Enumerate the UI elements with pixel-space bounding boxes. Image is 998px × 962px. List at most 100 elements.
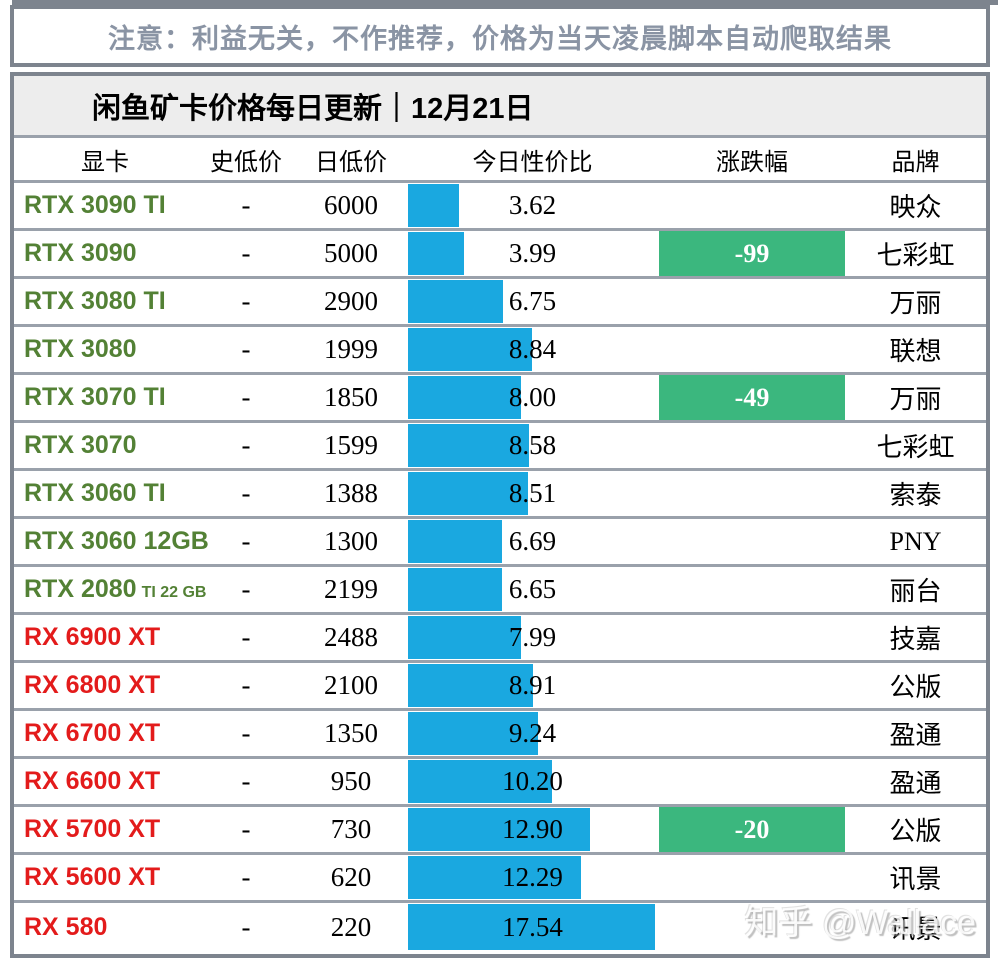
historical-low-cell: - (241, 814, 251, 844)
value-ratio-value: 12.29 (502, 862, 563, 892)
page-title: 闲鱼矿卡价格每日更新｜12月21日 (92, 92, 534, 125)
daily-low-cell: 1599 (324, 430, 378, 460)
gpu-name-cell: RTX 3070 (14, 423, 196, 468)
value-ratio-bar (408, 664, 533, 707)
historical-low-cell: - (241, 526, 251, 556)
daily-low-cell: 220 (330, 911, 372, 942)
change-cell (659, 567, 845, 612)
gpu-name-suffix: TI 22 GB (141, 583, 207, 601)
value-ratio-cell: 3.99 (406, 231, 659, 276)
value-ratio-value: 8.58 (508, 430, 557, 460)
change-badge: -49 (659, 375, 845, 420)
change-badge: -20 (659, 807, 845, 852)
value-ratio-cell: 8.51 (406, 471, 659, 516)
daily-low-cell: 2900 (324, 286, 378, 316)
daily-low-cell: 5000 (324, 238, 378, 268)
daily-low-cell: 1300 (324, 526, 378, 556)
change-cell (659, 279, 845, 324)
value-ratio-bar (408, 568, 502, 611)
table-row: RTX 3070 TI - 1850 8.00 -49 万丽 (14, 375, 986, 423)
table-title-bar: 闲鱼矿卡价格每日更新｜12月21日 (14, 76, 986, 138)
historical-low-cell: - (241, 911, 251, 942)
value-ratio-value: 6.75 (508, 286, 557, 316)
gpu-name: RTX 3080 (24, 335, 137, 363)
change-badge: -99 (659, 231, 845, 276)
table-row: RTX 3060 TI - 1388 8.51 索泰 (14, 471, 986, 519)
gpu-name: RTX 2080 (24, 575, 137, 603)
gpu-name: RX 6700 XT (24, 719, 161, 747)
value-ratio-bar (408, 616, 521, 659)
table-row: RX 6800 XT - 2100 8.91 公版 (14, 663, 986, 711)
column-header-historical-low: 史低价 (210, 149, 282, 176)
historical-low-cell: - (241, 670, 251, 700)
gpu-name: RX 6600 XT (24, 767, 161, 795)
change-cell (659, 519, 845, 564)
price-table-frame: 闲鱼矿卡价格每日更新｜12月21日 显卡 史低价 日低价 今日性价比 涨跌幅 品… (10, 72, 990, 958)
daily-low-cell: 1850 (324, 382, 378, 412)
value-ratio-value: 3.99 (508, 238, 557, 268)
table-row: RX 6900 XT - 2488 7.99 技嘉 (14, 615, 986, 663)
historical-low-cell: - (241, 574, 251, 604)
gpu-name: RTX 3080 TI (24, 287, 166, 315)
value-ratio-value: 12.90 (502, 814, 563, 844)
value-ratio-cell: 7.99 (406, 615, 659, 660)
table-row: RTX 3070 - 1599 8.58 七彩虹 (14, 423, 986, 471)
gpu-name-cell: RTX 3090 (14, 231, 196, 276)
table-row: RX 5600 XT - 620 12.29 讯景 (14, 855, 986, 903)
change-cell (659, 471, 845, 516)
daily-low-cell: 2199 (324, 574, 378, 604)
value-ratio-value: 7.99 (508, 622, 557, 652)
gpu-name-cell: RX 6700 XT (14, 711, 196, 756)
value-ratio-bar (408, 280, 503, 323)
value-ratio-value: 8.00 (508, 382, 557, 412)
change-cell (659, 903, 845, 951)
value-ratio-bar (408, 712, 538, 755)
historical-low-cell: - (241, 478, 251, 508)
brand-cell: 七彩虹 (876, 433, 955, 462)
value-ratio-bar (408, 232, 464, 275)
value-ratio-value: 8.91 (508, 670, 557, 700)
historical-low-cell: - (241, 190, 251, 220)
daily-low-cell: 2488 (324, 622, 378, 652)
historical-low-cell: - (241, 286, 251, 316)
value-ratio-bar (408, 328, 532, 371)
value-ratio-bar (408, 520, 502, 563)
brand-cell: 万丽 (889, 385, 942, 414)
brand-cell: 映众 (889, 193, 942, 222)
value-ratio-cell: 8.84 (406, 327, 659, 372)
value-ratio-value: 6.69 (508, 526, 557, 556)
brand-cell: 索泰 (889, 481, 942, 510)
gpu-name-cell: RTX 3060 12GB (14, 519, 209, 564)
notice-text: 注意：利益无关，不作推荐，价格为当天凌晨脚本自动爬取结果 (108, 23, 892, 54)
column-header-change: 涨跌幅 (716, 149, 788, 176)
historical-low-cell: - (241, 622, 251, 652)
change-cell (659, 183, 845, 228)
change-cell (659, 663, 845, 708)
value-ratio-cell: 9.24 (406, 711, 659, 756)
value-ratio-value: 3.62 (508, 190, 557, 220)
table-row: RX 5700 XT - 730 12.90 -20 公版 (14, 807, 986, 855)
value-ratio-bar (408, 376, 521, 419)
value-ratio-value: 17.54 (502, 911, 563, 942)
daily-low-cell: 1999 (324, 334, 378, 364)
brand-cell: 联想 (889, 337, 942, 366)
gpu-name: RTX 3070 TI (24, 383, 166, 411)
value-ratio-cell: 10.20 (406, 759, 659, 804)
gpu-name: RTX 3070 (24, 431, 137, 459)
brand-cell: 万丽 (889, 289, 942, 318)
gpu-name-cell: RX 6800 XT (14, 663, 196, 708)
table-row: RX 6600 XT - 950 10.20 盈通 (14, 759, 986, 807)
daily-low-cell: 2100 (324, 670, 378, 700)
daily-low-cell: 1388 (324, 478, 378, 508)
value-ratio-cell: 8.58 (406, 423, 659, 468)
brand-cell: 盈通 (889, 721, 942, 750)
change-cell (659, 423, 845, 468)
historical-low-cell: - (241, 766, 251, 796)
value-ratio-bar (408, 472, 528, 515)
gpu-name: RTX 3060 12GB (24, 527, 209, 555)
value-ratio-cell: 8.00 (406, 375, 659, 420)
value-ratio-cell: 17.54 (406, 903, 659, 951)
table-row: RTX 3080 TI - 2900 6.75 万丽 (14, 279, 986, 327)
daily-low-cell: 6000 (324, 190, 378, 220)
